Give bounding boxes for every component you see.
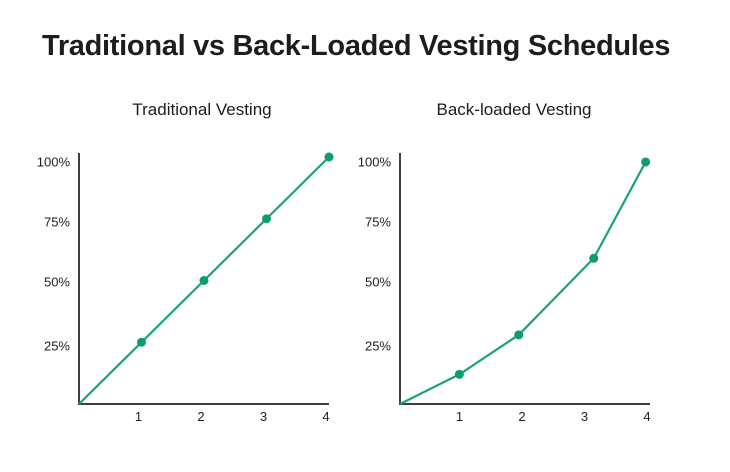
data-point [137,337,146,347]
x-axis-label: 1 [456,409,463,424]
chart-title-back-loaded: Back-loaded Vesting [436,100,592,119]
y-axis-label: 75% [365,215,391,230]
y-axis-label: 25% [44,339,70,354]
x-axis-label: 3 [581,409,588,424]
y-axis-label: 100% [358,155,392,170]
chart-title-traditional: Traditional Vesting [132,100,272,119]
x-axis-label: 2 [197,409,204,424]
data-point [454,369,464,379]
y-axis-label: 50% [44,275,70,290]
x-axis-label: 3 [260,409,267,424]
data-point [262,214,271,224]
page-title: Traditional vs Back-Loaded Vesting Sched… [42,30,671,62]
x-axis-label: 2 [518,409,525,424]
y-axis-label: 25% [365,339,391,354]
vesting-line [399,161,647,405]
traditional-vesting-chart: 100% 75% 50% 25% 1 2 3 4 [37,152,334,424]
data-point [641,157,651,167]
x-axis-label: 4 [322,409,329,424]
data-point [199,276,209,285]
y-axis-label: 75% [44,215,70,230]
data-point [589,253,599,263]
back-loaded-vesting-chart: 100% 75% 50% 25% 1 2 3 4 [358,153,651,424]
y-axis-label: 50% [365,275,391,290]
x-axis-label: 1 [135,409,142,424]
data-point [324,152,334,162]
data-point [514,330,524,340]
x-axis-label: 4 [643,409,650,424]
y-axis-label: 100% [37,155,71,170]
